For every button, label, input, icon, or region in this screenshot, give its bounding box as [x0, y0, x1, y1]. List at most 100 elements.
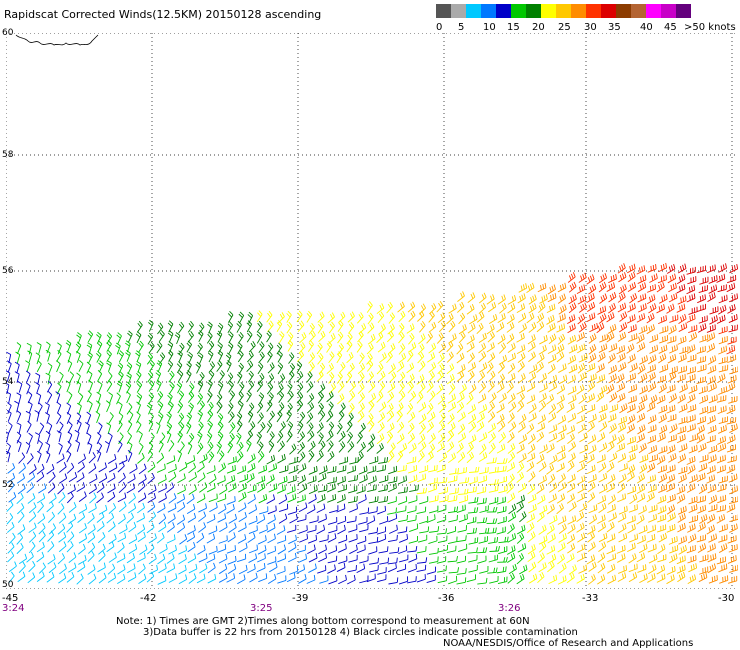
- wind-barb: [66, 412, 72, 424]
- wind-barb: [7, 551, 15, 563]
- wind-barb: [159, 544, 168, 554]
- wind-barb: [136, 512, 145, 523]
- wind-barb: [637, 282, 647, 293]
- wind-barb: [437, 432, 446, 444]
- wind-barb: [537, 571, 545, 584]
- wind-barb: [166, 522, 175, 533]
- scale-swatch: [511, 4, 526, 18]
- wind-barb: [626, 343, 635, 354]
- wind-barb: [628, 563, 638, 573]
- wind-barb: [476, 421, 485, 432]
- wind-barb: [437, 575, 448, 584]
- wind-barb: [537, 414, 546, 425]
- wind-barb: [506, 333, 515, 345]
- wind-barb: [369, 557, 379, 565]
- wind-barb: [327, 564, 336, 574]
- wind-barb: [618, 272, 627, 283]
- wind-barb: [556, 323, 566, 333]
- wind-barb: [597, 495, 607, 505]
- wind-barb: [729, 514, 738, 523]
- wind-barb: [147, 485, 157, 495]
- wind-barb: [199, 453, 208, 464]
- wind-barb: [428, 547, 439, 555]
- wind-barb: [676, 485, 686, 495]
- wind-barb: [96, 350, 102, 363]
- wind-barb: [236, 371, 243, 384]
- wind-barb: [218, 370, 225, 382]
- wind-barb: [488, 313, 498, 324]
- wind-barb: [206, 482, 216, 493]
- wind-barb: [35, 372, 41, 385]
- wind-barb: [318, 330, 326, 343]
- wind-barb: [678, 466, 688, 475]
- wind-barb: [576, 492, 586, 503]
- wind-barb: [518, 283, 528, 293]
- wind-barb: [576, 332, 585, 342]
- wind-barb: [588, 444, 597, 455]
- wind-barb: [446, 526, 457, 535]
- wind-barb: [127, 572, 137, 582]
- wind-barb: [137, 481, 146, 493]
- wind-barb: [709, 306, 719, 315]
- wind-barb: [416, 564, 427, 573]
- wind-barb: [727, 336, 737, 345]
- wind-barb: [198, 522, 206, 533]
- wind-barb: [689, 433, 699, 443]
- wind-barb: [166, 534, 176, 544]
- wind-barb: [688, 563, 698, 573]
- wind-barb: [228, 331, 234, 344]
- wind-barb: [15, 351, 21, 364]
- wind-barb: [656, 303, 665, 314]
- latitude-label: 54: [2, 377, 14, 387]
- wind-barb: [667, 273, 677, 284]
- wind-barb: [596, 363, 605, 373]
- wind-barb: [196, 493, 206, 504]
- wind-barb: [727, 535, 737, 544]
- wind-barb: [506, 482, 514, 494]
- wind-barb: [629, 533, 639, 543]
- scale-label: 10: [483, 22, 496, 33]
- wind-barb: [677, 393, 686, 404]
- wind-barb: [456, 401, 465, 414]
- wind-barb: [547, 353, 557, 364]
- wind-barb: [497, 516, 507, 525]
- wind-barb: [16, 440, 22, 452]
- wind-barb: [418, 382, 426, 394]
- wind-barb: [136, 401, 141, 414]
- wind-barb: [327, 533, 337, 543]
- wind-barb: [676, 274, 686, 285]
- wind-barb: [146, 352, 154, 365]
- wind-barb: [174, 332, 181, 345]
- wind-barb: [598, 502, 607, 514]
- wind-barb: [476, 547, 488, 554]
- wind-barb: [506, 462, 516, 473]
- wind-barb: [196, 392, 203, 405]
- latitude-label: 50: [2, 580, 14, 590]
- wind-barb: [496, 443, 506, 454]
- wind-barb: [558, 523, 567, 534]
- wind-barb: [207, 350, 214, 363]
- wind-barb: [227, 555, 237, 565]
- wind-barb: [117, 440, 123, 453]
- wind-barb: [58, 473, 68, 484]
- wind-barb: [439, 401, 447, 413]
- wind-barb: [538, 344, 547, 355]
- wind-barb: [148, 380, 155, 392]
- wind-barb: [158, 521, 167, 533]
- wind-barb: [117, 401, 123, 414]
- wind-barb: [236, 451, 244, 463]
- wind-barb: [547, 284, 556, 295]
- wind-barb: [328, 351, 335, 364]
- wind-barb: [479, 527, 490, 535]
- wind-barb: [27, 401, 33, 414]
- wind-barb: [507, 412, 515, 424]
- wind-barb: [479, 466, 489, 475]
- wind-barb: [138, 430, 143, 443]
- wind-barb: [95, 411, 101, 424]
- wind-barb: [716, 454, 726, 464]
- wind-barb: [418, 441, 427, 453]
- wind-barb: [407, 576, 417, 584]
- wind-barb: [436, 514, 447, 523]
- wind-barb: [428, 311, 435, 323]
- wind-barb: [348, 524, 358, 533]
